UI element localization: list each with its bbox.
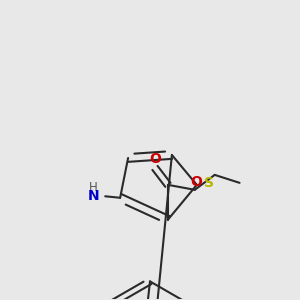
Text: S: S — [204, 176, 214, 190]
Text: H: H — [89, 181, 98, 194]
Text: N: N — [88, 189, 99, 203]
Text: O: O — [149, 152, 161, 166]
Text: O: O — [190, 175, 202, 189]
